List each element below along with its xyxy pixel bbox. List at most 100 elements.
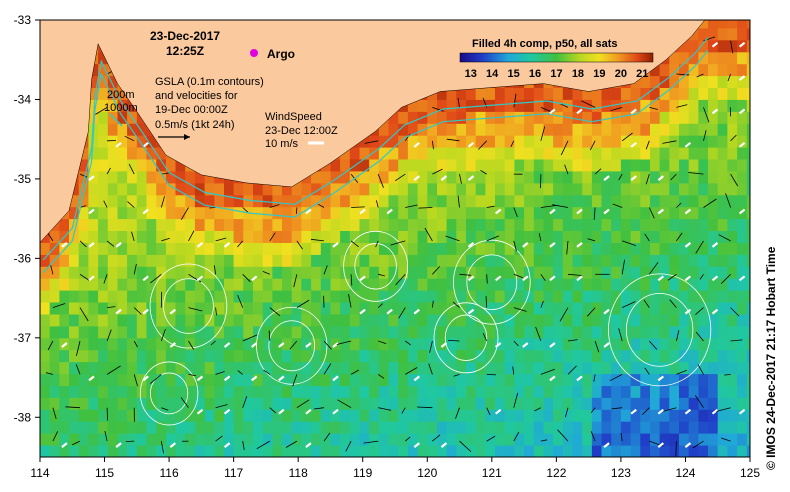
sst-cell [127,278,138,291]
velocity-arrow [540,368,555,375]
sst-cell [330,325,341,339]
sst-cell [620,409,632,422]
sst-cell [253,278,264,291]
velocity-arrow [133,374,138,387]
sst-cell [49,278,60,291]
sst-cell [107,135,118,148]
sst-cell [146,385,157,398]
sst-cell [630,242,641,255]
sst-cell [107,123,118,136]
wind-arrow [305,442,312,448]
sst-cell [301,445,312,457]
lon-tick-label: 122 [546,466,566,480]
sst-cell [543,123,554,136]
velocity-arrow [432,140,434,150]
sst-cell [679,159,690,172]
sst-cell [388,242,399,255]
sst-cell [553,445,564,457]
sst-cell [562,182,573,196]
sst-cell [136,147,147,160]
sst-cell [165,397,177,410]
sst-cell [659,230,670,243]
sst-cell [88,445,99,457]
sst-cell [650,171,661,184]
sst-cell [737,159,748,172]
sst-cell [640,135,651,148]
sst-cell [591,433,603,446]
velocity-arrow [323,432,331,442]
sst-cell [359,433,370,446]
sst-cell [504,349,515,363]
sst-cell [437,111,448,124]
velocity-arrow [377,303,383,308]
sst-cell [698,75,709,88]
sst-cell [407,373,419,386]
sst-cell [262,397,273,410]
sst-cell [737,63,748,77]
sst-cell [553,171,564,184]
sst-cell [456,194,467,208]
sst-cell [601,135,612,148]
sst-cell [233,409,244,422]
sst-cell [582,99,593,112]
sst-cell [524,254,535,267]
sst-cell [601,445,612,457]
sst-cell [224,361,235,375]
velocity-arrow [669,299,677,308]
sst-cell [659,123,670,136]
sst-cell [243,314,254,327]
sst-cell [136,278,147,291]
wind-arrow [61,242,68,248]
sst-cell [688,314,699,327]
sst-cell [475,290,486,303]
sst-cell [407,290,419,303]
sst-cell [262,433,273,446]
gsla-scale-label: 0.5m/s (1kt 24h) [155,119,234,131]
sst-cell [611,218,622,231]
sst-cell [717,445,728,457]
wind-arrow [630,175,637,181]
sst-cell [553,254,564,267]
sst-cell [446,87,457,100]
sst-cell [214,206,225,220]
velocity-arrow [79,173,89,178]
sst-cell [388,111,399,124]
sst-cell [727,314,738,327]
sst-cell [698,337,709,351]
sst-cell [553,266,564,279]
sst-cell [495,135,506,148]
wind-arrow [467,308,475,315]
sst-cell [78,385,89,398]
sst-cell [378,290,390,303]
sst-cell [185,433,196,446]
sst-cell [620,194,632,208]
sst-cell [185,242,196,255]
sst-cell [514,266,525,279]
sst-cell [311,171,322,184]
sst-cell [88,421,99,434]
velocity-arrow [242,441,245,451]
wind-arrow [169,308,176,315]
sst-cell [127,361,138,375]
sst-cell [369,373,380,386]
sst-cell [717,373,728,386]
wind-arrow [278,342,285,348]
sst-cell [659,409,670,422]
gsla-contour [608,273,712,387]
sst-cell [349,385,360,398]
sst-cell [369,218,380,231]
sst-cell [698,51,709,65]
sst-cell [485,278,496,291]
sst-cell [78,445,89,457]
sst-cell [437,337,448,351]
sst-cell [562,242,573,255]
sst-cell [40,373,51,386]
sst-cell [727,230,738,243]
sst-cell [204,337,215,351]
sst-cell [340,254,351,267]
colorbar-tick-label: 18 [572,68,584,80]
wind-arrow [657,408,664,415]
sst-cell [349,361,360,375]
sst-cell [427,218,438,231]
velocity-arrow [405,204,418,208]
